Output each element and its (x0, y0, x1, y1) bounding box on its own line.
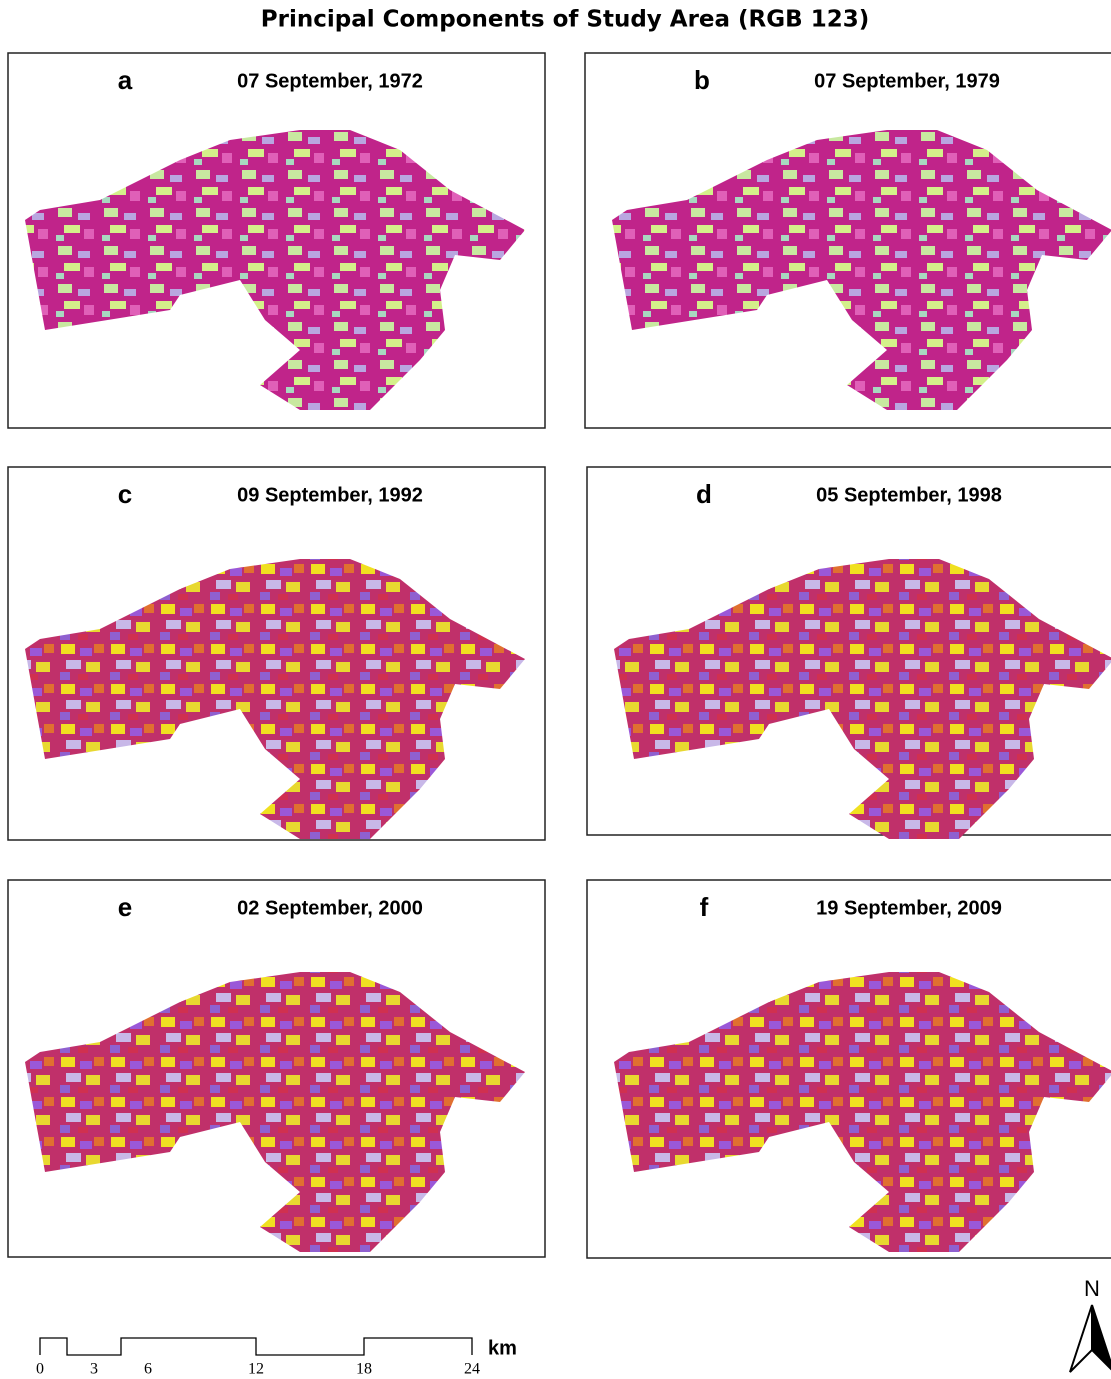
scale-tick-label: 6 (144, 1361, 152, 1378)
map-panel: a 07 September, 1972 (8, 53, 545, 428)
panel-letter: f (700, 892, 709, 922)
scale-tick-label: 12 (248, 1361, 264, 1378)
panel-letter: c (118, 479, 132, 509)
study-area-image (25, 559, 525, 839)
north-arrow: N (1070, 1276, 1111, 1372)
panel-letter: b (694, 65, 710, 95)
map-panel: b 07 September, 1979 (585, 53, 1111, 428)
panel-letter: e (118, 892, 132, 922)
scale-bar: 0 3 6 12 18 24 km (36, 1337, 517, 1377)
panel-date: 05 September, 1998 (816, 484, 1002, 506)
figure: Principal Components of Study Area (RGB … (0, 0, 1111, 1379)
north-label: N (1084, 1276, 1100, 1301)
panel-date: 19 September, 2009 (816, 897, 1002, 919)
study-area-image (614, 972, 1111, 1252)
panel-date: 02 September, 2000 (237, 897, 423, 919)
panels: a 07 September, 1972 b 07 September, 1979 c 0… (8, 53, 1111, 1258)
map-panel: e 02 September, 2000 (8, 880, 545, 1257)
map-panel: d 05 September, 1998 (587, 467, 1111, 839)
panel-date: 07 September, 1972 (237, 70, 423, 92)
study-area-image (614, 559, 1111, 839)
map-panel: c 09 September, 1992 (8, 467, 545, 840)
scale-tick-label: 18 (356, 1361, 372, 1378)
panel-date: 07 September, 1979 (814, 70, 1000, 92)
panel-date: 09 September, 1992 (237, 484, 423, 506)
study-area-image (25, 130, 525, 410)
scale-tick-label: 0 (36, 1361, 44, 1378)
panel-letter: a (118, 65, 133, 95)
scale-tick-label: 24 (464, 1361, 480, 1378)
arrow-right (1092, 1305, 1111, 1372)
study-area-image (25, 972, 525, 1252)
scale-tick-label: 3 (90, 1361, 98, 1378)
study-area-image (612, 130, 1111, 410)
map-panel: f 19 September, 2009 (587, 880, 1111, 1258)
scale-line (40, 1338, 472, 1355)
arrow-left (1070, 1305, 1092, 1372)
panel-letter: d (696, 479, 712, 509)
scale-unit: km (488, 1337, 517, 1359)
figure-title: Principal Components of Study Area (RGB … (261, 7, 869, 33)
